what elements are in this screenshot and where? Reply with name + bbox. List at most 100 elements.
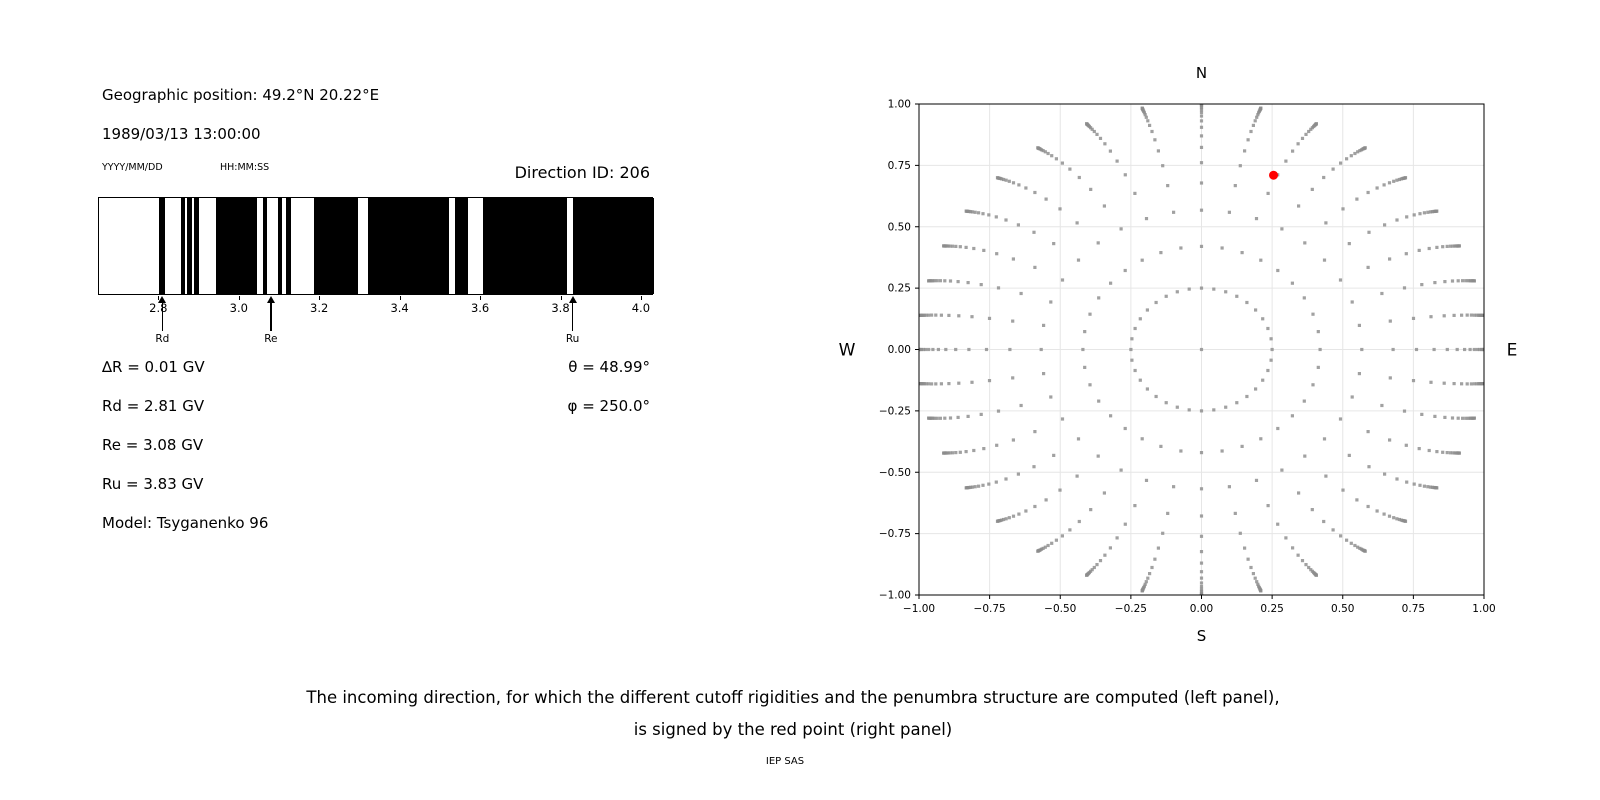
cutoff-arrow-head <box>266 296 275 303</box>
direction-dot <box>947 382 951 386</box>
penumbra-bar <box>454 198 468 294</box>
x-tick-label: −0.25 <box>1115 603 1147 615</box>
direction-dot <box>1253 576 1257 580</box>
direction-dot <box>1089 187 1093 191</box>
direction-dot <box>1254 308 1258 312</box>
direction-dot <box>943 279 947 283</box>
direction-dot <box>1109 281 1113 285</box>
direction-dot <box>1448 451 1453 455</box>
direction-dot <box>1304 563 1308 567</box>
direction-dot <box>1150 565 1154 570</box>
cutoff-arrow <box>270 303 272 331</box>
direction-dot <box>1052 242 1056 246</box>
direction-dot <box>1366 430 1370 434</box>
direction-dot <box>1290 414 1294 418</box>
direction-dot <box>1445 244 1449 248</box>
direction-dot <box>1068 528 1072 532</box>
ru-value: Ru = 3.83 GV <box>102 475 204 493</box>
direction-dot <box>977 211 981 215</box>
direction-dot <box>1102 491 1106 495</box>
direction-dot <box>1412 213 1416 217</box>
direction-dot <box>1428 485 1432 489</box>
direction-dot <box>1403 176 1408 180</box>
datetime-text: 1989/03/13 13:00:00 <box>102 125 261 143</box>
direction-dot <box>1270 347 1274 352</box>
direction-dot <box>1119 468 1123 472</box>
direction-dot <box>987 316 992 320</box>
penumbra-bar <box>159 198 165 294</box>
direction-dot <box>1199 114 1204 118</box>
direction-dot <box>935 416 939 420</box>
direction-dot <box>1145 387 1149 391</box>
direction-dot <box>1322 258 1327 262</box>
direction-dot <box>1255 115 1259 119</box>
direction-dot <box>1420 412 1424 416</box>
direction-dot <box>1011 438 1015 442</box>
geographic-position-text: Geographic position: 49.2°N 20.22°E <box>102 86 380 104</box>
direction-dot <box>1455 347 1459 352</box>
penumbra-axis-tick <box>480 296 482 300</box>
date-format-label: YYYY/MM/DD <box>102 162 163 173</box>
direction-dot <box>1472 416 1476 420</box>
direction-dot <box>1472 279 1476 283</box>
y-tick-label: 0.50 <box>888 221 911 233</box>
direction-dot <box>1303 454 1307 458</box>
direction-dot <box>1291 149 1295 153</box>
direction-dot <box>971 210 975 214</box>
direction-dot <box>964 245 968 249</box>
direction-dot <box>1042 323 1046 327</box>
direction-dot <box>1002 177 1006 182</box>
direction-dot <box>1052 453 1056 457</box>
direction-dot <box>1338 417 1343 421</box>
y-tick-label: 0.25 <box>888 283 911 295</box>
direction-dot <box>1316 365 1320 369</box>
direction-dot <box>1085 573 1089 577</box>
direction-dot <box>1347 242 1351 246</box>
direction-dot <box>1366 265 1370 269</box>
direction-dot <box>1235 294 1239 298</box>
direction-dot <box>1199 108 1204 112</box>
direction-dot <box>1172 210 1176 214</box>
direction-dot <box>954 451 958 455</box>
direction-dot <box>1472 347 1476 352</box>
direction-dot <box>1130 337 1134 341</box>
penumbra-bar <box>180 198 185 294</box>
direction-dot <box>1475 313 1479 317</box>
direction-dot <box>1187 408 1191 412</box>
direction-dot <box>1418 212 1422 216</box>
direction-dot <box>1103 553 1107 557</box>
rd-value: Rd = 2.81 GV <box>102 397 205 415</box>
direction-dot <box>981 212 985 216</box>
penumbra-bar <box>573 198 654 294</box>
direction-dot <box>1322 437 1327 441</box>
direction-dot <box>1457 244 1461 248</box>
direction-dot <box>1017 512 1021 516</box>
direction-dot <box>1076 437 1081 441</box>
penumbra-bar <box>367 198 449 294</box>
direction-dot <box>1008 347 1012 352</box>
direction-dot <box>1097 296 1101 300</box>
direction-dot <box>1146 576 1150 580</box>
direction-dot <box>1011 181 1016 185</box>
direction-dot <box>1129 347 1133 352</box>
direction-dot <box>981 483 985 487</box>
direction-dot <box>1092 565 1096 570</box>
direction-dot <box>996 286 1001 290</box>
direction-dot <box>1199 514 1204 518</box>
direction-dot <box>1388 319 1392 323</box>
direction-dot <box>1164 401 1168 405</box>
direction-dot <box>1123 173 1127 177</box>
penumbra-axis-tick <box>399 296 401 300</box>
direction-dot <box>1144 115 1148 119</box>
direction-dot <box>1461 416 1465 420</box>
direction-dot <box>1473 313 1477 317</box>
x-tick-label: −0.50 <box>1044 603 1076 615</box>
penumbra-axis-tick-label: 4.0 <box>631 301 651 315</box>
direction-dot <box>1276 426 1280 431</box>
penumbra-bar <box>286 198 291 294</box>
direction-dot <box>1441 245 1445 249</box>
direction-dot <box>1159 251 1163 255</box>
direction-dot <box>1017 183 1021 187</box>
direction-dot <box>995 519 1000 523</box>
